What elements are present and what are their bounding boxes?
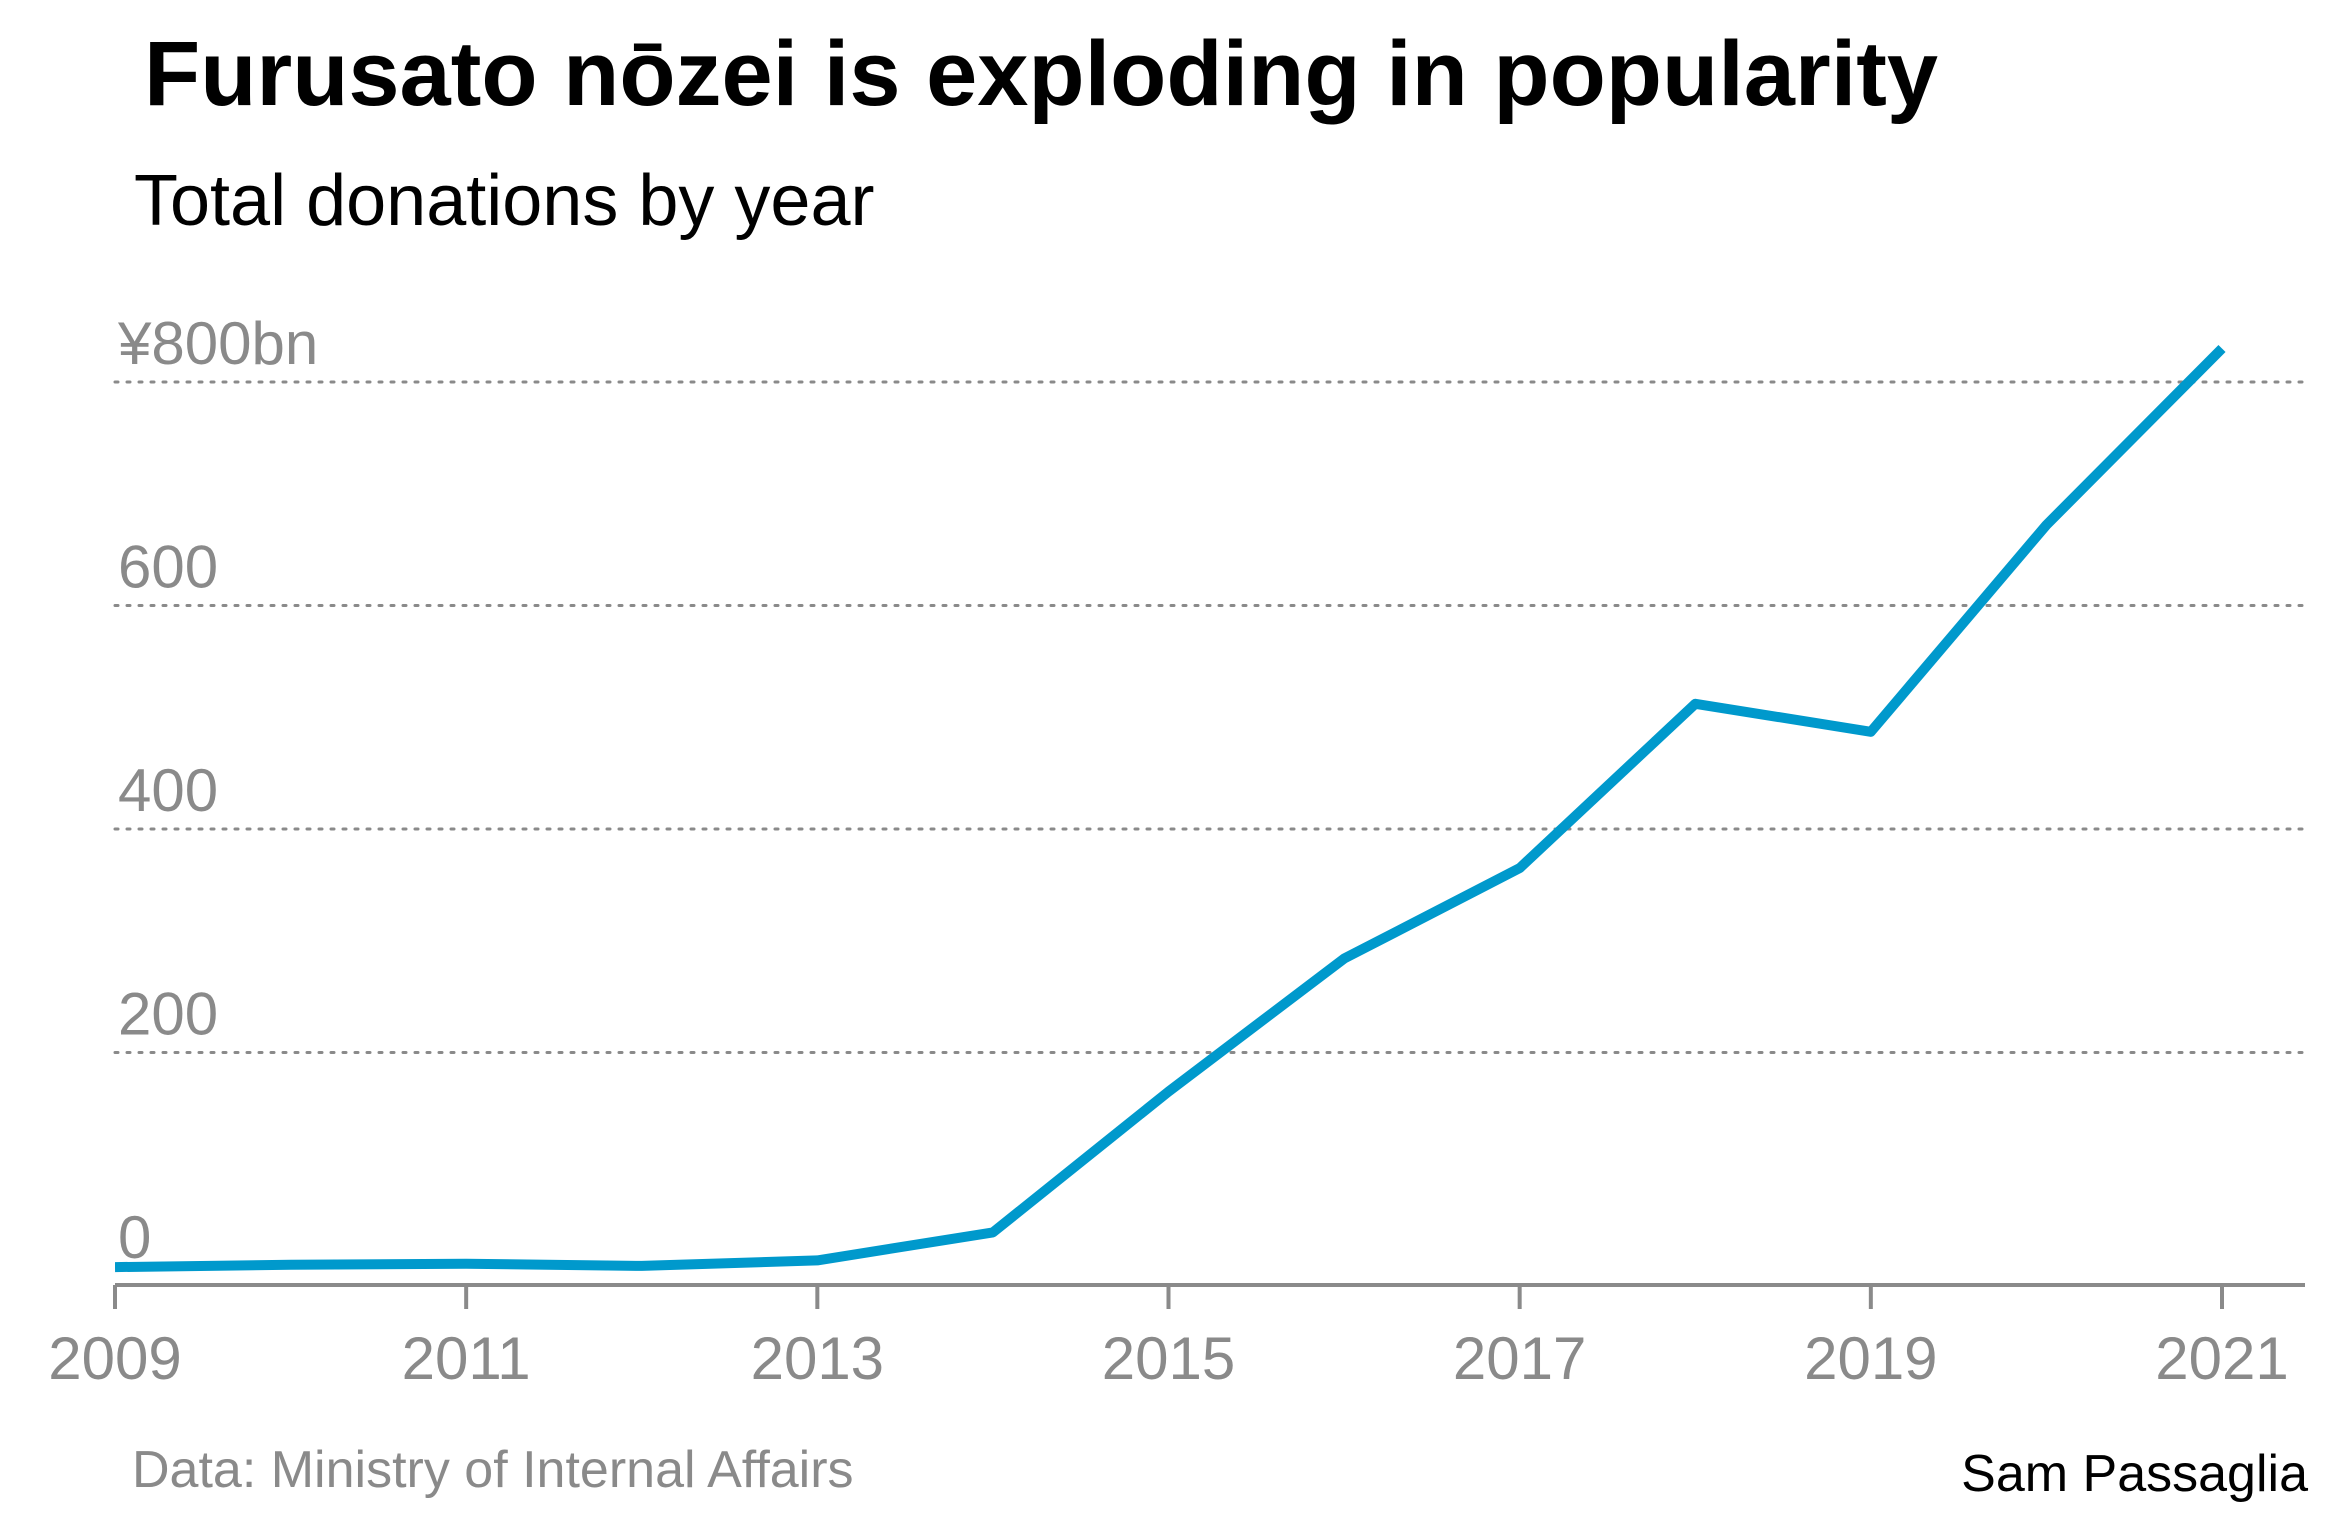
x-tick-label-2021: 2021	[2155, 1325, 2288, 1392]
chart-title: Furusato nōzei is exploding in popularit…	[144, 23, 1939, 125]
y-tick-label-400: 400	[118, 757, 218, 824]
series-line-0	[115, 344, 2226, 1273]
x-tick-label-2011: 2011	[402, 1325, 531, 1392]
x-tick-label-2019: 2019	[1804, 1325, 1937, 1392]
y-tick-label-0: 0	[118, 1204, 151, 1271]
gridlines	[113, 380, 2307, 1054]
y-tick-labels: 0 200 400 600 ¥800bn	[117, 310, 318, 1271]
series-lines	[115, 344, 2226, 1273]
source-note: Data: Ministry of Internal Affairs	[132, 1441, 854, 1499]
x-tick-label-2015: 2015	[1102, 1325, 1235, 1392]
y-tick-label-800: ¥800bn	[117, 310, 318, 377]
chart-subtitle: Total donations by year	[134, 161, 875, 241]
x-tick-label-2013: 2013	[751, 1325, 884, 1392]
y-tick-label-200: 200	[118, 981, 218, 1048]
x-tick-label-2009: 2009	[48, 1325, 181, 1392]
y-tick-label-600: 600	[118, 534, 218, 601]
author-credit: Sam Passaglia	[1961, 1445, 2308, 1503]
x-tick-label-2017: 2017	[1453, 1325, 1586, 1392]
x-axis: 2009 2011 2013 2015 2017 2019 2021	[48, 1283, 2305, 1392]
